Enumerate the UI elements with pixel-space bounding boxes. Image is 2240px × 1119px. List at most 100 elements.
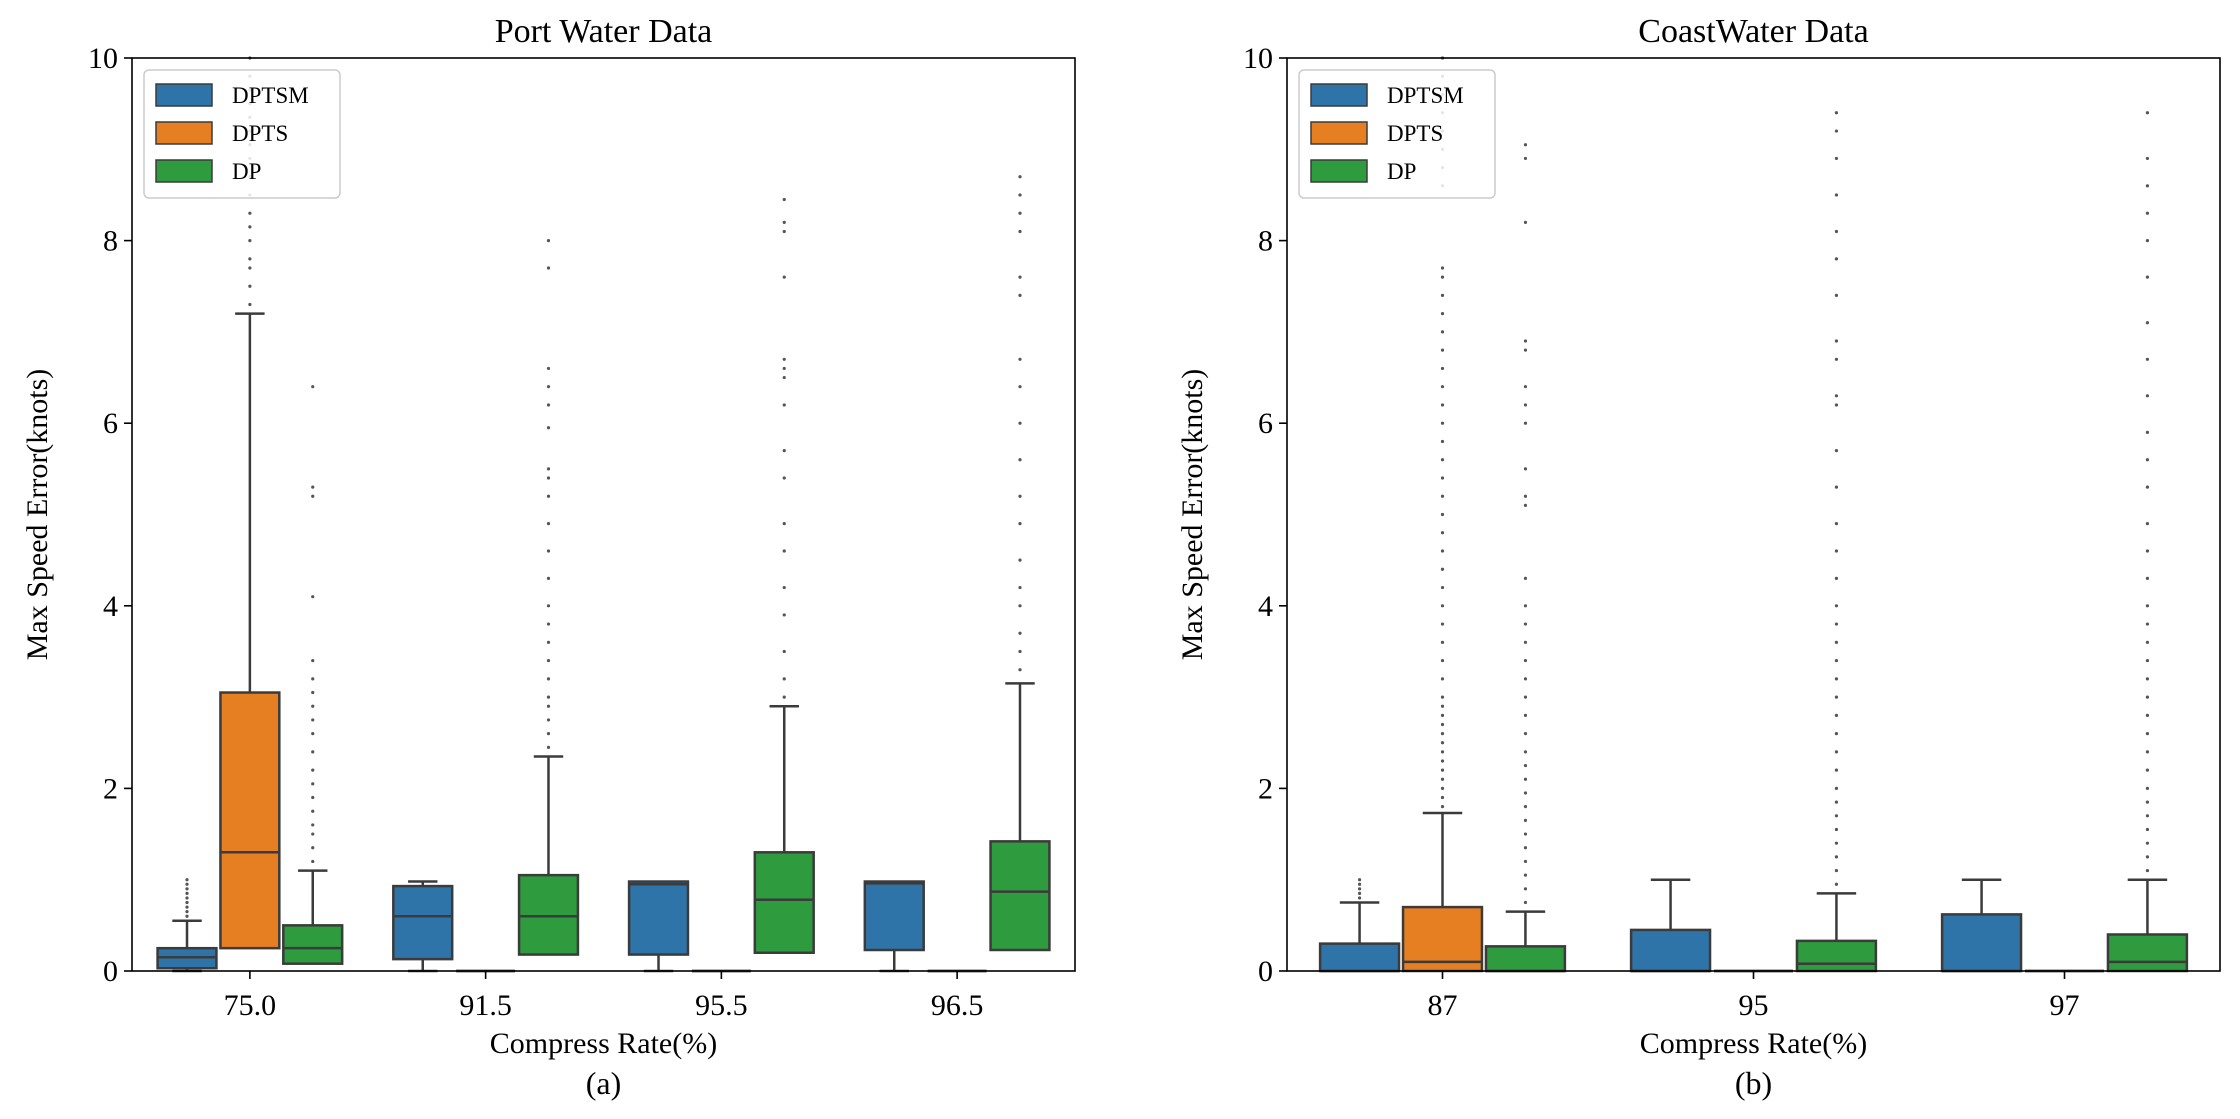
box-dptsm-97 xyxy=(1940,878,2023,973)
outlier-point xyxy=(1523,832,1528,836)
outlier-point xyxy=(1523,576,1528,581)
outlier-point xyxy=(1018,649,1022,654)
outlier-point xyxy=(782,695,786,699)
outlier-point xyxy=(1440,494,1445,498)
outlier-point xyxy=(1834,786,1839,791)
outlier-point xyxy=(311,768,315,772)
outlier-point xyxy=(1440,567,1445,571)
outlier-point xyxy=(1834,814,1839,818)
outlier-point xyxy=(185,891,189,895)
outlier-point xyxy=(782,403,786,407)
x-tick-label: 95 xyxy=(1739,989,1769,1022)
outlier-point xyxy=(1440,695,1445,699)
box-dp-87 xyxy=(1484,143,1567,973)
outlier-point xyxy=(1834,640,1839,644)
legend-label-dpts: DPTS xyxy=(1387,121,1443,146)
outlier-point xyxy=(185,887,189,891)
outlier-point xyxy=(1357,896,1362,900)
outlier-point xyxy=(1834,129,1839,133)
outlier-point xyxy=(1018,631,1022,635)
box-dp-95.5 xyxy=(753,197,815,954)
outlier-point xyxy=(546,732,551,736)
outlier-point xyxy=(2145,768,2150,772)
outlier-point xyxy=(1440,439,1445,444)
outlier-point xyxy=(1357,878,1362,882)
outlier-point xyxy=(1018,585,1022,590)
outlier-point xyxy=(1018,458,1022,462)
outlier-point xyxy=(1834,357,1839,361)
outlier-point xyxy=(248,211,252,215)
outlier-point xyxy=(1523,713,1528,717)
outlier-point xyxy=(546,522,551,526)
outlier-point xyxy=(782,522,786,526)
outlier-point xyxy=(782,549,786,553)
outlier-point xyxy=(2145,156,2150,161)
legend-label-dptsm: DPTSM xyxy=(232,83,309,108)
outlier-point xyxy=(1834,882,1839,886)
outlier-point xyxy=(1523,900,1528,905)
outlier-point xyxy=(1523,421,1528,425)
outlier-point xyxy=(1834,394,1839,398)
outlier-point xyxy=(1834,111,1839,115)
outlier-point xyxy=(2145,732,2150,736)
outlier-point xyxy=(1440,786,1445,791)
box-dptsm-91.5 xyxy=(392,880,454,973)
outlier-point xyxy=(1523,805,1528,809)
outlier-point xyxy=(1440,768,1445,772)
legend-swatch-dptsm xyxy=(1310,83,1368,107)
outlier-point xyxy=(2145,713,2150,717)
outlier-point xyxy=(2145,357,2150,361)
outlier-point xyxy=(546,426,551,430)
outlier-point xyxy=(311,595,315,599)
outlier-point xyxy=(311,732,315,736)
outlier-point xyxy=(248,239,252,243)
outlier-point xyxy=(782,649,786,654)
x-tick-label: 91.5 xyxy=(459,989,512,1022)
outlier-point xyxy=(1440,403,1445,407)
outlier-point xyxy=(1018,175,1022,179)
outlier-point xyxy=(1440,421,1445,425)
legend-swatch-dptsm xyxy=(155,83,213,107)
outlier-point xyxy=(1523,818,1528,822)
y-tick-label: 6 xyxy=(1258,407,1273,440)
legend-label-dp: DP xyxy=(232,159,261,184)
outlier-point xyxy=(1440,330,1445,334)
outlier-point xyxy=(2145,827,2150,832)
y-tick-label: 8 xyxy=(1258,225,1273,258)
y-tick-label: 6 xyxy=(103,407,118,440)
outlier-point xyxy=(311,809,315,813)
outlier-point xyxy=(546,622,551,626)
outlier-point xyxy=(546,695,551,699)
legend-label-dp: DP xyxy=(1387,159,1416,184)
outlier-point xyxy=(1834,868,1839,873)
outlier-point xyxy=(1440,732,1445,736)
y-tick-label: 0 xyxy=(1258,955,1273,988)
outlier-point xyxy=(2145,522,2150,526)
outlier-point xyxy=(1834,448,1839,453)
box-body xyxy=(989,840,1051,952)
outlier-point xyxy=(1523,622,1528,626)
outlier-point xyxy=(1440,795,1445,800)
outlier-point xyxy=(546,704,551,708)
outlier-point xyxy=(2145,184,2150,188)
outlier-point xyxy=(546,658,551,663)
outlier-point xyxy=(1440,722,1445,727)
outlier-point xyxy=(2145,814,2150,818)
outlier-point xyxy=(311,832,315,836)
legend-swatch-dpts xyxy=(1310,121,1368,145)
outlier-point xyxy=(1834,827,1839,832)
outlier-point xyxy=(1018,229,1022,234)
y-axis-label: Max Speed Error(knots) xyxy=(21,369,54,661)
legend-label-dptsm: DPTSM xyxy=(1387,83,1464,108)
outlier-point xyxy=(546,476,551,480)
x-tick-label: 75.0 xyxy=(224,989,277,1022)
outlier-point xyxy=(1440,385,1445,389)
box-dptsm-87 xyxy=(1318,878,1401,973)
outlier-point xyxy=(1523,143,1528,147)
outlier-point xyxy=(1440,512,1445,517)
legend-swatch-dpts xyxy=(155,121,213,145)
outlier-point xyxy=(1834,732,1839,736)
outlier-point xyxy=(1523,732,1528,736)
outlier-point xyxy=(311,385,315,389)
outlier-point xyxy=(546,467,551,471)
